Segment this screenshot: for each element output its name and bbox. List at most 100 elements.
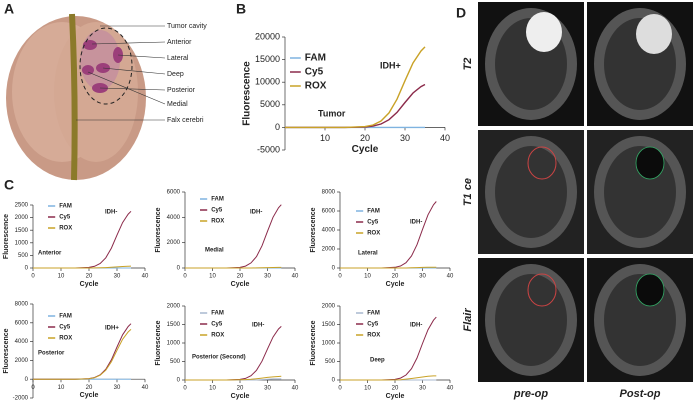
series-line bbox=[285, 46, 426, 129]
x-tick-label: 10 bbox=[364, 274, 371, 280]
series-line bbox=[185, 375, 282, 381]
mri-col-label: pre-op bbox=[513, 388, 549, 400]
y-tick-label: 500 bbox=[325, 359, 336, 365]
x-tick-label: 20 bbox=[392, 386, 399, 392]
legend-label: ROX bbox=[211, 219, 224, 225]
site-label: Lateral bbox=[358, 251, 378, 257]
x-tick-label: 40 bbox=[447, 386, 454, 392]
y-tick-label: 2500 bbox=[15, 203, 29, 209]
x-tick-label: 20 bbox=[237, 274, 244, 280]
legend-label: ROX bbox=[367, 333, 380, 339]
y-tick-label: 0 bbox=[25, 377, 29, 383]
y-tick-label: 2000 bbox=[15, 358, 29, 364]
x-axis-label: Cycle bbox=[386, 281, 405, 288]
panel-label: D bbox=[456, 5, 466, 21]
legend-label: Cy5 bbox=[59, 325, 71, 331]
y-tick-label: 2000 bbox=[322, 247, 336, 253]
y-tick-label: 1000 bbox=[167, 341, 181, 347]
x-tick-label: 10 bbox=[209, 386, 216, 392]
x-tick-label: 30 bbox=[264, 274, 271, 280]
series-line bbox=[340, 266, 437, 269]
y-tick-label: 8000 bbox=[15, 302, 29, 308]
mri-row-label: T2 bbox=[462, 58, 474, 71]
line-chart: 0 500 1000 1500 2000 2500 0 10 20 30 40 Cycle Fluore… bbox=[3, 203, 149, 288]
legend-label: Cy5 bbox=[211, 208, 223, 214]
y-axis-label: Fluorescence bbox=[310, 207, 317, 252]
series-line bbox=[33, 265, 132, 269]
y-tick-label: -2000 bbox=[13, 396, 29, 402]
y-tick-label: 1000 bbox=[322, 341, 336, 347]
y-tick-label: 6000 bbox=[15, 320, 29, 326]
y-axis-label: Fluorescence bbox=[155, 320, 162, 365]
line-chart: 0 500 1000 1500 2000 0 10 20 30 40 Cycle Fluorescen… bbox=[155, 304, 299, 400]
y-tick-label: 500 bbox=[18, 253, 29, 259]
x-tick-label: 40 bbox=[292, 274, 299, 280]
mri-col-label: Post-op bbox=[620, 388, 661, 400]
legend-label: ROX bbox=[59, 336, 72, 342]
y-tick-label: 1500 bbox=[167, 322, 181, 328]
y-tick-label: 1000 bbox=[15, 240, 29, 246]
status-label: IDH- bbox=[410, 220, 422, 226]
legend-label: Cy5 bbox=[59, 215, 71, 221]
line-chart: 0 2000 4000 6000 0 10 20 30 40 Cycle Fluorescence F… bbox=[155, 190, 299, 288]
y-tick-label: 2000 bbox=[167, 304, 181, 310]
x-tick-label: 20 bbox=[392, 274, 399, 280]
y-tick-label: 20000 bbox=[255, 31, 280, 41]
x-tick-label: 30 bbox=[114, 274, 121, 280]
y-axis-label: Fluorescence bbox=[3, 328, 10, 373]
legend-label: Cy5 bbox=[367, 322, 379, 328]
legend-label: FAM bbox=[211, 311, 224, 317]
panel-label: C bbox=[4, 177, 14, 193]
site-label: Medial bbox=[205, 248, 224, 254]
panel-label: B bbox=[236, 1, 246, 17]
x-axis-label: Cycle bbox=[80, 281, 99, 288]
x-tick-label: 30 bbox=[419, 274, 426, 280]
legend-label: FAM bbox=[59, 204, 72, 210]
x-axis-label: Cycle bbox=[352, 144, 379, 155]
y-tick-label: 8000 bbox=[322, 190, 336, 196]
x-tick-label: 20 bbox=[237, 386, 244, 392]
y-tick-label: 4000 bbox=[167, 215, 181, 221]
mri-images bbox=[478, 2, 693, 382]
x-tick-label: 40 bbox=[292, 386, 299, 392]
y-tick-label: 15000 bbox=[255, 54, 280, 64]
y-tick-label: 0 bbox=[25, 266, 29, 272]
legend-label: ROX bbox=[59, 226, 72, 232]
y-tick-label: 1500 bbox=[322, 322, 336, 328]
y-tick-label: 0 bbox=[177, 378, 181, 384]
x-tick-label: 0 bbox=[31, 385, 35, 391]
status-label: IDH+ bbox=[105, 326, 119, 332]
mri-row-label: T1 ce bbox=[462, 178, 474, 206]
status-label: IDH- bbox=[252, 323, 264, 329]
y-axis-label: Fluorescence bbox=[155, 207, 162, 252]
legend-label: ROX bbox=[367, 231, 380, 237]
legend-label: ROX bbox=[211, 333, 224, 339]
brain-label: Medial bbox=[167, 101, 188, 108]
y-tick-label: 6000 bbox=[322, 209, 336, 215]
x-tick-label: 20 bbox=[86, 385, 93, 391]
x-tick-label: 0 bbox=[338, 274, 342, 280]
line-chart: -5000 0 5000 10000 15000 20000 10 20 30 40 Cycle Fl… bbox=[242, 31, 450, 155]
legend-label: Cy5 bbox=[367, 220, 379, 226]
y-axis-label: Fluorescence bbox=[3, 214, 10, 259]
brain-label: Anterior bbox=[167, 39, 192, 46]
brain-label: Tumor cavity bbox=[167, 23, 207, 30]
y-tick-label: 0 bbox=[332, 378, 336, 384]
site-label: Posterior (Second) bbox=[192, 355, 246, 361]
x-tick-label: 10 bbox=[58, 385, 65, 391]
y-tick-label: 0 bbox=[332, 266, 336, 272]
y-tick-label: 500 bbox=[170, 359, 181, 365]
x-tick-label: 10 bbox=[209, 274, 216, 280]
brain-label: Deep bbox=[167, 71, 184, 78]
y-tick-label: 0 bbox=[275, 122, 280, 132]
x-tick-label: 0 bbox=[338, 386, 342, 392]
x-tick-label: 40 bbox=[440, 133, 450, 143]
legend-label: FAM bbox=[59, 314, 72, 320]
x-tick-label: 30 bbox=[400, 133, 410, 143]
brain-label: Lateral bbox=[167, 55, 189, 62]
x-tick-label: 0 bbox=[31, 274, 35, 280]
mri-row-label: Flair bbox=[462, 308, 474, 332]
line-chart: 0 500 1000 1500 2000 0 10 20 30 40 Cycle Fluorescen… bbox=[310, 304, 454, 400]
x-axis-label: Cycle bbox=[386, 393, 405, 400]
